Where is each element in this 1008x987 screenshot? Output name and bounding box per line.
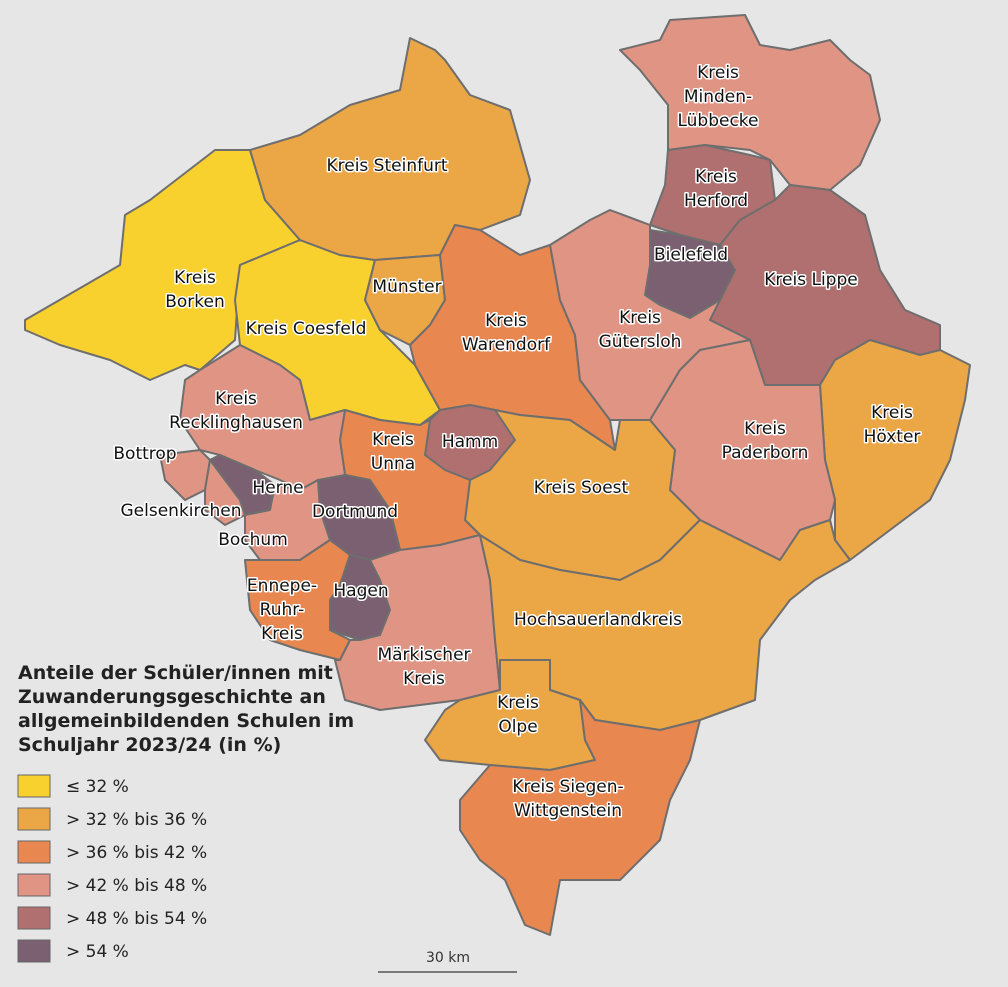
region-label: Unna: [371, 454, 415, 474]
region-label: Kreis Coesfeld: [246, 319, 367, 339]
region-label: Münster: [372, 277, 441, 297]
region-label: Kreis: [695, 167, 737, 187]
region-label: Kreis: [215, 389, 257, 409]
region-label: Kreis: [871, 403, 913, 423]
region: [819, 339, 971, 561]
region-label: Kreis: [619, 308, 661, 328]
region-label: Dortmund: [312, 502, 398, 522]
region-label: Kreis: [485, 311, 527, 331]
region-label: Hamm: [442, 432, 498, 452]
region-label: Kreis: [497, 693, 539, 713]
legend-item: ≤ 32 %: [66, 777, 129, 797]
region-label: Wittgenstein: [514, 801, 622, 821]
region-label: Hagen: [333, 581, 388, 601]
legend-title: Zuwanderungsgeschichte an: [18, 686, 326, 708]
region-label: Kreis: [403, 669, 445, 689]
regions: [24, 14, 971, 936]
region-label: Herford: [684, 191, 748, 211]
region-label: Recklinghausen: [169, 413, 303, 433]
region-label: Gelsenkirchen: [121, 501, 242, 521]
region-label: Bochum: [218, 530, 288, 550]
region: [549, 209, 751, 421]
region-label: Märkischer: [377, 645, 470, 665]
region-label: Kreis: [261, 624, 303, 644]
legend-title: allgemeinbildenden Schulen im: [18, 710, 354, 732]
region-label: Bielefeld: [654, 245, 728, 265]
legend-item: > 42 % bis 48 %: [66, 876, 207, 896]
region-label: Warendorf: [462, 335, 551, 355]
region-label: Bottrop: [113, 444, 176, 464]
region-label: Kreis Lippe: [764, 270, 857, 290]
region: [459, 699, 701, 936]
region-label: Borken: [165, 292, 225, 312]
region: [179, 344, 346, 491]
region-label: Lübbecke: [677, 111, 758, 131]
region-label: Kreis Soest: [534, 478, 629, 498]
region-label: Gütersloh: [599, 332, 682, 352]
legend-item: > 32 % bis 36 %: [66, 810, 207, 830]
legend-title: Schuljahr 2023/24 (in %): [18, 734, 281, 756]
region-label: Kreis: [697, 63, 739, 83]
scale-label: 30 km: [426, 950, 470, 966]
legend-swatch: [17, 840, 51, 864]
region-label: Kreis: [372, 430, 414, 450]
region-label: Kreis: [744, 419, 786, 439]
region: [249, 37, 531, 261]
region-label: Ennepe-: [247, 576, 317, 596]
region-label: Minden-: [684, 87, 752, 107]
region-label: Hochsauerlandkreis: [514, 610, 682, 630]
legend-item: > 36 % bis 42 %: [66, 843, 207, 863]
region-label: Kreis Steinfurt: [326, 156, 447, 176]
region-labels: Kreis Borken Kreis Coesfeld Kreis Steinfurt…: [112, 62, 922, 823]
region: [244, 479, 331, 561]
legend-swatch: [17, 939, 51, 963]
region-label: Paderborn: [722, 443, 809, 463]
legend-swatch: [17, 873, 51, 897]
region-label: Höxter: [864, 427, 921, 447]
legend-swatch: [17, 906, 51, 930]
legend-swatch: [17, 774, 51, 798]
region-label: Kreis Siegen-: [512, 777, 623, 797]
region-label: Olpe: [498, 717, 537, 737]
legend-swatch: [17, 807, 51, 831]
region-label: Kreis: [174, 268, 216, 288]
legend-item: > 48 % bis 54 %: [66, 909, 207, 929]
legend-title: Anteile der Schüler/innen mit: [18, 662, 333, 684]
region-label: Herne: [252, 478, 303, 498]
region-label: Ruhr-: [260, 600, 305, 620]
legend-item: > 54 %: [66, 942, 129, 962]
